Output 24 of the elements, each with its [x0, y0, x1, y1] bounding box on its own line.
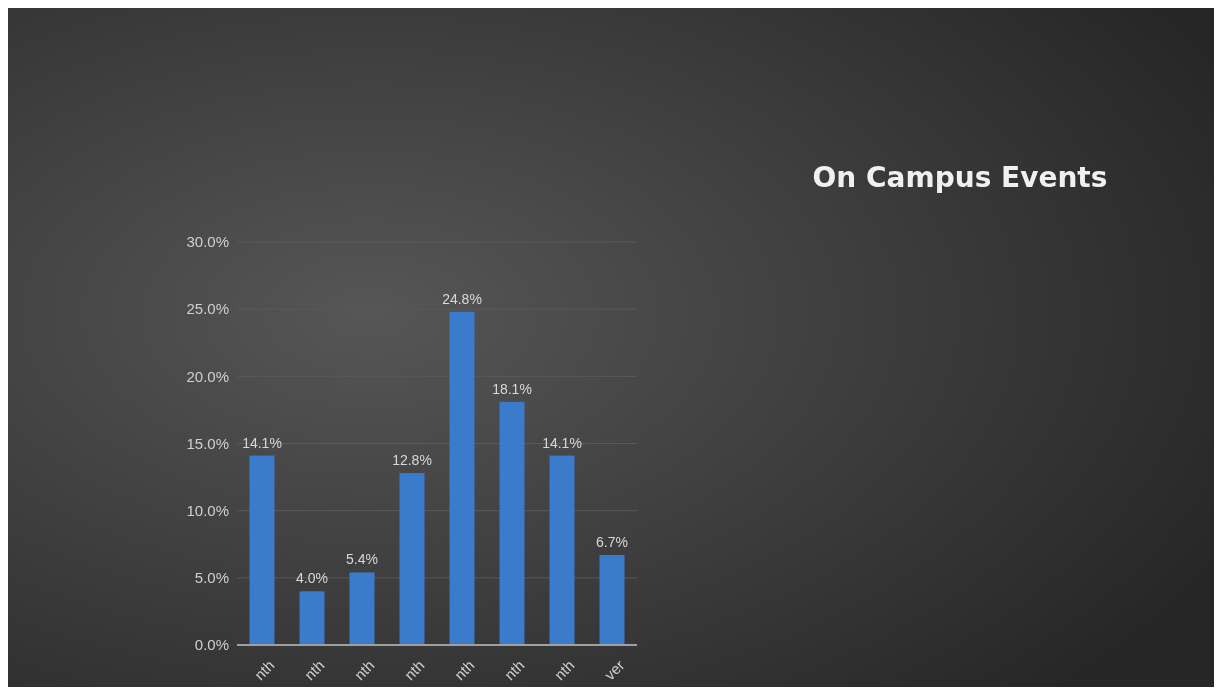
- text: On Campus Events: [812, 161, 1108, 194]
- x-tick-label: nth: [300, 656, 328, 684]
- data-label: 24.8%: [442, 290, 482, 307]
- x-tick-label: nth: [500, 656, 528, 684]
- data-label: 14.1%: [242, 434, 282, 451]
- data-label: 18.1%: [492, 380, 532, 397]
- x-tick-label: nth: [400, 656, 428, 684]
- y-tick-label: 15.0%: [186, 434, 229, 452]
- y-tick-label: 30.0%: [186, 233, 229, 251]
- y-tick-label: 20.0%: [186, 367, 229, 385]
- data-label: 12.8%: [392, 452, 432, 469]
- y-tick-label: 0.0%: [194, 636, 229, 654]
- y-tick-label: 10.0%: [186, 501, 229, 519]
- data-label: 4.0%: [296, 570, 328, 587]
- y-tick-label: 25.0%: [186, 300, 229, 318]
- x-tick-label: nth: [250, 656, 278, 684]
- x-tick-label: nth: [450, 656, 478, 684]
- x-tick-label: nth: [350, 656, 378, 684]
- x-tick-label: ver: [600, 656, 628, 684]
- x-tick-label: nth: [550, 656, 578, 684]
- y-tick-label: 5.0%: [194, 569, 229, 587]
- data-label: 5.4%: [346, 551, 378, 568]
- data-label: 14.1%: [542, 434, 582, 451]
- data-label: 6.7%: [596, 534, 628, 550]
